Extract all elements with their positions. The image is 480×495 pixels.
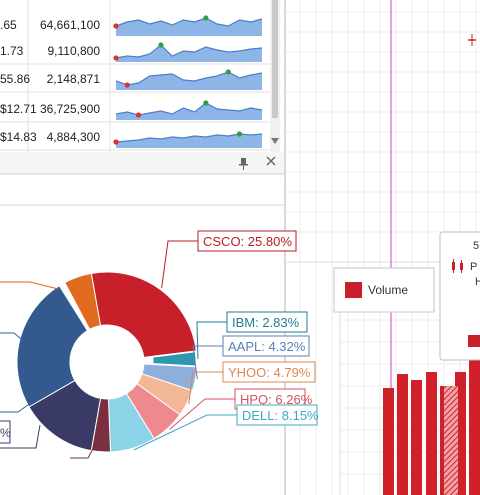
candlestick-icon	[452, 259, 463, 273]
pie-slice	[16, 284, 89, 408]
sparkline-low-marker	[113, 139, 119, 145]
sparkline-high-marker	[236, 131, 243, 137]
financial-chart: Volume 5 P H	[286, 0, 480, 495]
chart-legend: Volume	[333, 267, 435, 313]
pie-slice-ibm	[152, 351, 197, 367]
pie-leader-line	[161, 240, 198, 289]
sparkline-low-marker	[135, 112, 142, 118]
pie-label-hpq: HPQ: 6.26%	[240, 392, 313, 407]
volume-bar	[411, 380, 422, 495]
legend-volume-label: Volume	[368, 283, 408, 297]
tooltip-swatch	[468, 335, 480, 347]
volume-legend-swatch	[345, 282, 362, 298]
volume-cell: 4,884,300	[47, 130, 101, 144]
volume-bar	[383, 388, 394, 495]
pin-icon[interactable]	[239, 158, 248, 170]
sparkline-low-marker	[113, 23, 119, 29]
volume-bar	[426, 372, 437, 495]
volume-bar	[469, 360, 480, 495]
sparkline-high-marker	[203, 100, 209, 106]
sparkline-low-marker	[124, 82, 130, 88]
price-cell: .65	[0, 18, 17, 32]
partial-label-text: %	[0, 426, 11, 440]
volume-bars	[383, 360, 480, 495]
close-icon[interactable]	[266, 156, 276, 166]
sparkline-area	[116, 134, 262, 148]
tooltip-line-2: H	[475, 276, 480, 288]
donut-hole	[70, 325, 144, 399]
pie-label-aapl: AAPL: 4.32%	[228, 339, 306, 354]
sparkline-low-marker	[113, 55, 119, 61]
chart-tooltip: 5 P H	[439, 231, 480, 361]
volume-bar	[455, 372, 466, 495]
volume-cell: 36,725,900	[40, 102, 100, 116]
pie-leader-line	[133, 414, 237, 451]
panel-header	[0, 152, 290, 174]
volume-cell: 64,661,100	[40, 18, 100, 32]
price-cell: 55.86	[0, 72, 30, 86]
sparkline	[115, 44, 263, 59]
price-cell: 1.73	[0, 44, 24, 58]
sparkline-high-marker	[158, 42, 164, 48]
volume-bar	[397, 374, 408, 495]
partial-label-box	[0, 420, 11, 444]
donut-chart: CSCO: 25.80% IBM: 2.83% AAPL: 4.32% YHOO: 4…	[0, 230, 319, 459]
volume-cell: 9,110,800	[48, 44, 101, 58]
scroll-down-arrow-icon[interactable]	[271, 138, 279, 144]
volume-bar-selected	[444, 386, 458, 495]
sparkline-area	[116, 18, 262, 36]
price-cell: $14.83	[0, 130, 37, 144]
sparkline-high-marker	[203, 15, 209, 21]
pie-label-csco: CSCO: 25.80%	[203, 234, 292, 249]
pie-leader-line	[188, 371, 223, 405]
sparkline-area	[116, 45, 262, 62]
grid-scrollbar-thumb[interactable]	[272, 0, 278, 118]
tooltip-line-1: P	[470, 261, 477, 273]
pie-label-ibm: IBM: 2.83%	[232, 315, 300, 330]
pie-leader-line	[192, 345, 223, 380]
volume-cell: 2,148,871	[47, 72, 101, 86]
pie-leader-line	[169, 398, 235, 430]
price-cell: $12.71	[0, 102, 37, 116]
sparkline	[115, 71, 263, 86]
sparkline-area	[116, 103, 262, 120]
pie-label-yhoo: YHOO: 4.79%	[228, 365, 311, 380]
pie-label-dell: DELL: 8.15%	[242, 408, 319, 423]
sparkline	[115, 17, 263, 27]
sparkline-high-marker	[225, 69, 231, 75]
tooltip-value: 5	[473, 240, 479, 252]
pie-leader-line	[196, 321, 227, 359]
stock-grid: .65 64,661,100 1.73 9,110,800 55.86 2,148,871…	[0, 0, 282, 174]
